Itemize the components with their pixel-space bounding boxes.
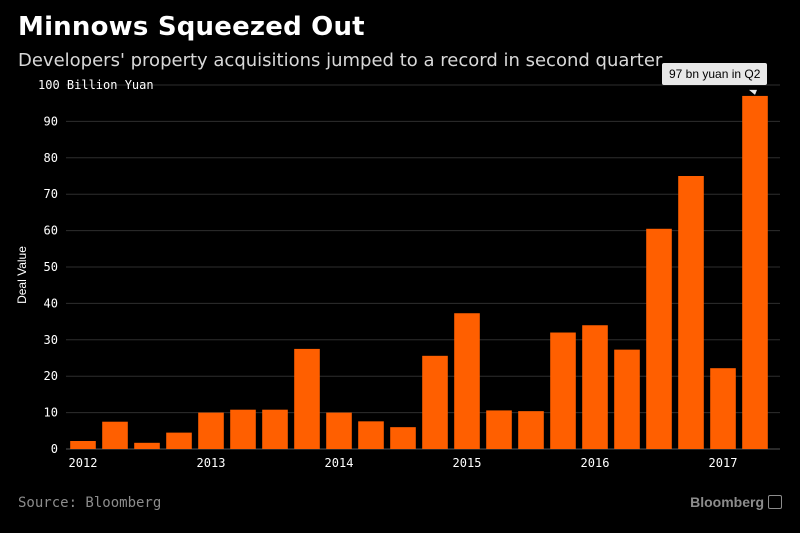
- x-tick-label: 2014: [325, 456, 354, 470]
- axis-labels: 0 10 20 30 40 50 60 70 80 90 100 Billion Yuan Deal …: [15, 78, 757, 470]
- bar: [646, 228, 672, 449]
- y-tick-label: 100 Billion Yuan: [38, 78, 154, 92]
- bar: [134, 442, 160, 449]
- y-tick-label: 80: [44, 151, 58, 165]
- y-tick-label: 30: [44, 333, 58, 347]
- y-tick-label: 70: [44, 187, 58, 201]
- bar: [166, 432, 192, 449]
- bar: [422, 355, 448, 449]
- x-tick-label: 2017: [709, 456, 738, 470]
- brand-logo: Bloomberg: [690, 494, 782, 510]
- bar: [294, 348, 320, 449]
- bar: [518, 411, 544, 449]
- source-note: Source: Bloomberg: [18, 495, 162, 511]
- y-tick-label: 90: [44, 114, 58, 128]
- bar: [358, 421, 384, 449]
- bar: [678, 176, 704, 449]
- y-tick-label: 50: [44, 260, 58, 274]
- bar: [262, 409, 288, 449]
- bar: [582, 325, 608, 449]
- y-tick-label: 40: [44, 296, 58, 310]
- x-tick-label: 2015: [453, 456, 482, 470]
- bar: [486, 410, 512, 449]
- y-tick-label: 20: [44, 369, 58, 383]
- bar: [454, 313, 480, 449]
- bar: [742, 95, 768, 450]
- bar: [198, 412, 224, 449]
- bloomberg-terminal-icon: [768, 495, 782, 509]
- y-axis-title: Deal Value: [15, 246, 29, 304]
- y-tick-label: 60: [44, 224, 58, 238]
- bar: [230, 409, 256, 449]
- y-tick-label: 10: [44, 406, 58, 420]
- bars: [70, 95, 768, 450]
- x-tick-label: 2013: [197, 456, 226, 470]
- x-tick-label: 2012: [69, 456, 98, 470]
- bar: [390, 427, 416, 449]
- annotation-pointer: [749, 89, 757, 95]
- chart-title: Minnows Squeezed Out: [18, 12, 365, 42]
- bar: [614, 349, 640, 449]
- x-tick-label: 2016: [581, 456, 610, 470]
- bar: [70, 440, 96, 449]
- bar: [550, 332, 576, 449]
- bar: [102, 421, 128, 449]
- bar: [710, 368, 736, 449]
- bar: [326, 412, 352, 449]
- peak-annotation: 97 bn yuan in Q2: [662, 62, 768, 85]
- brand-name: Bloomberg: [690, 494, 764, 510]
- chart-subtitle: Developers' property acquisitions jumped…: [18, 50, 663, 71]
- y-tick-label: 0: [51, 442, 58, 456]
